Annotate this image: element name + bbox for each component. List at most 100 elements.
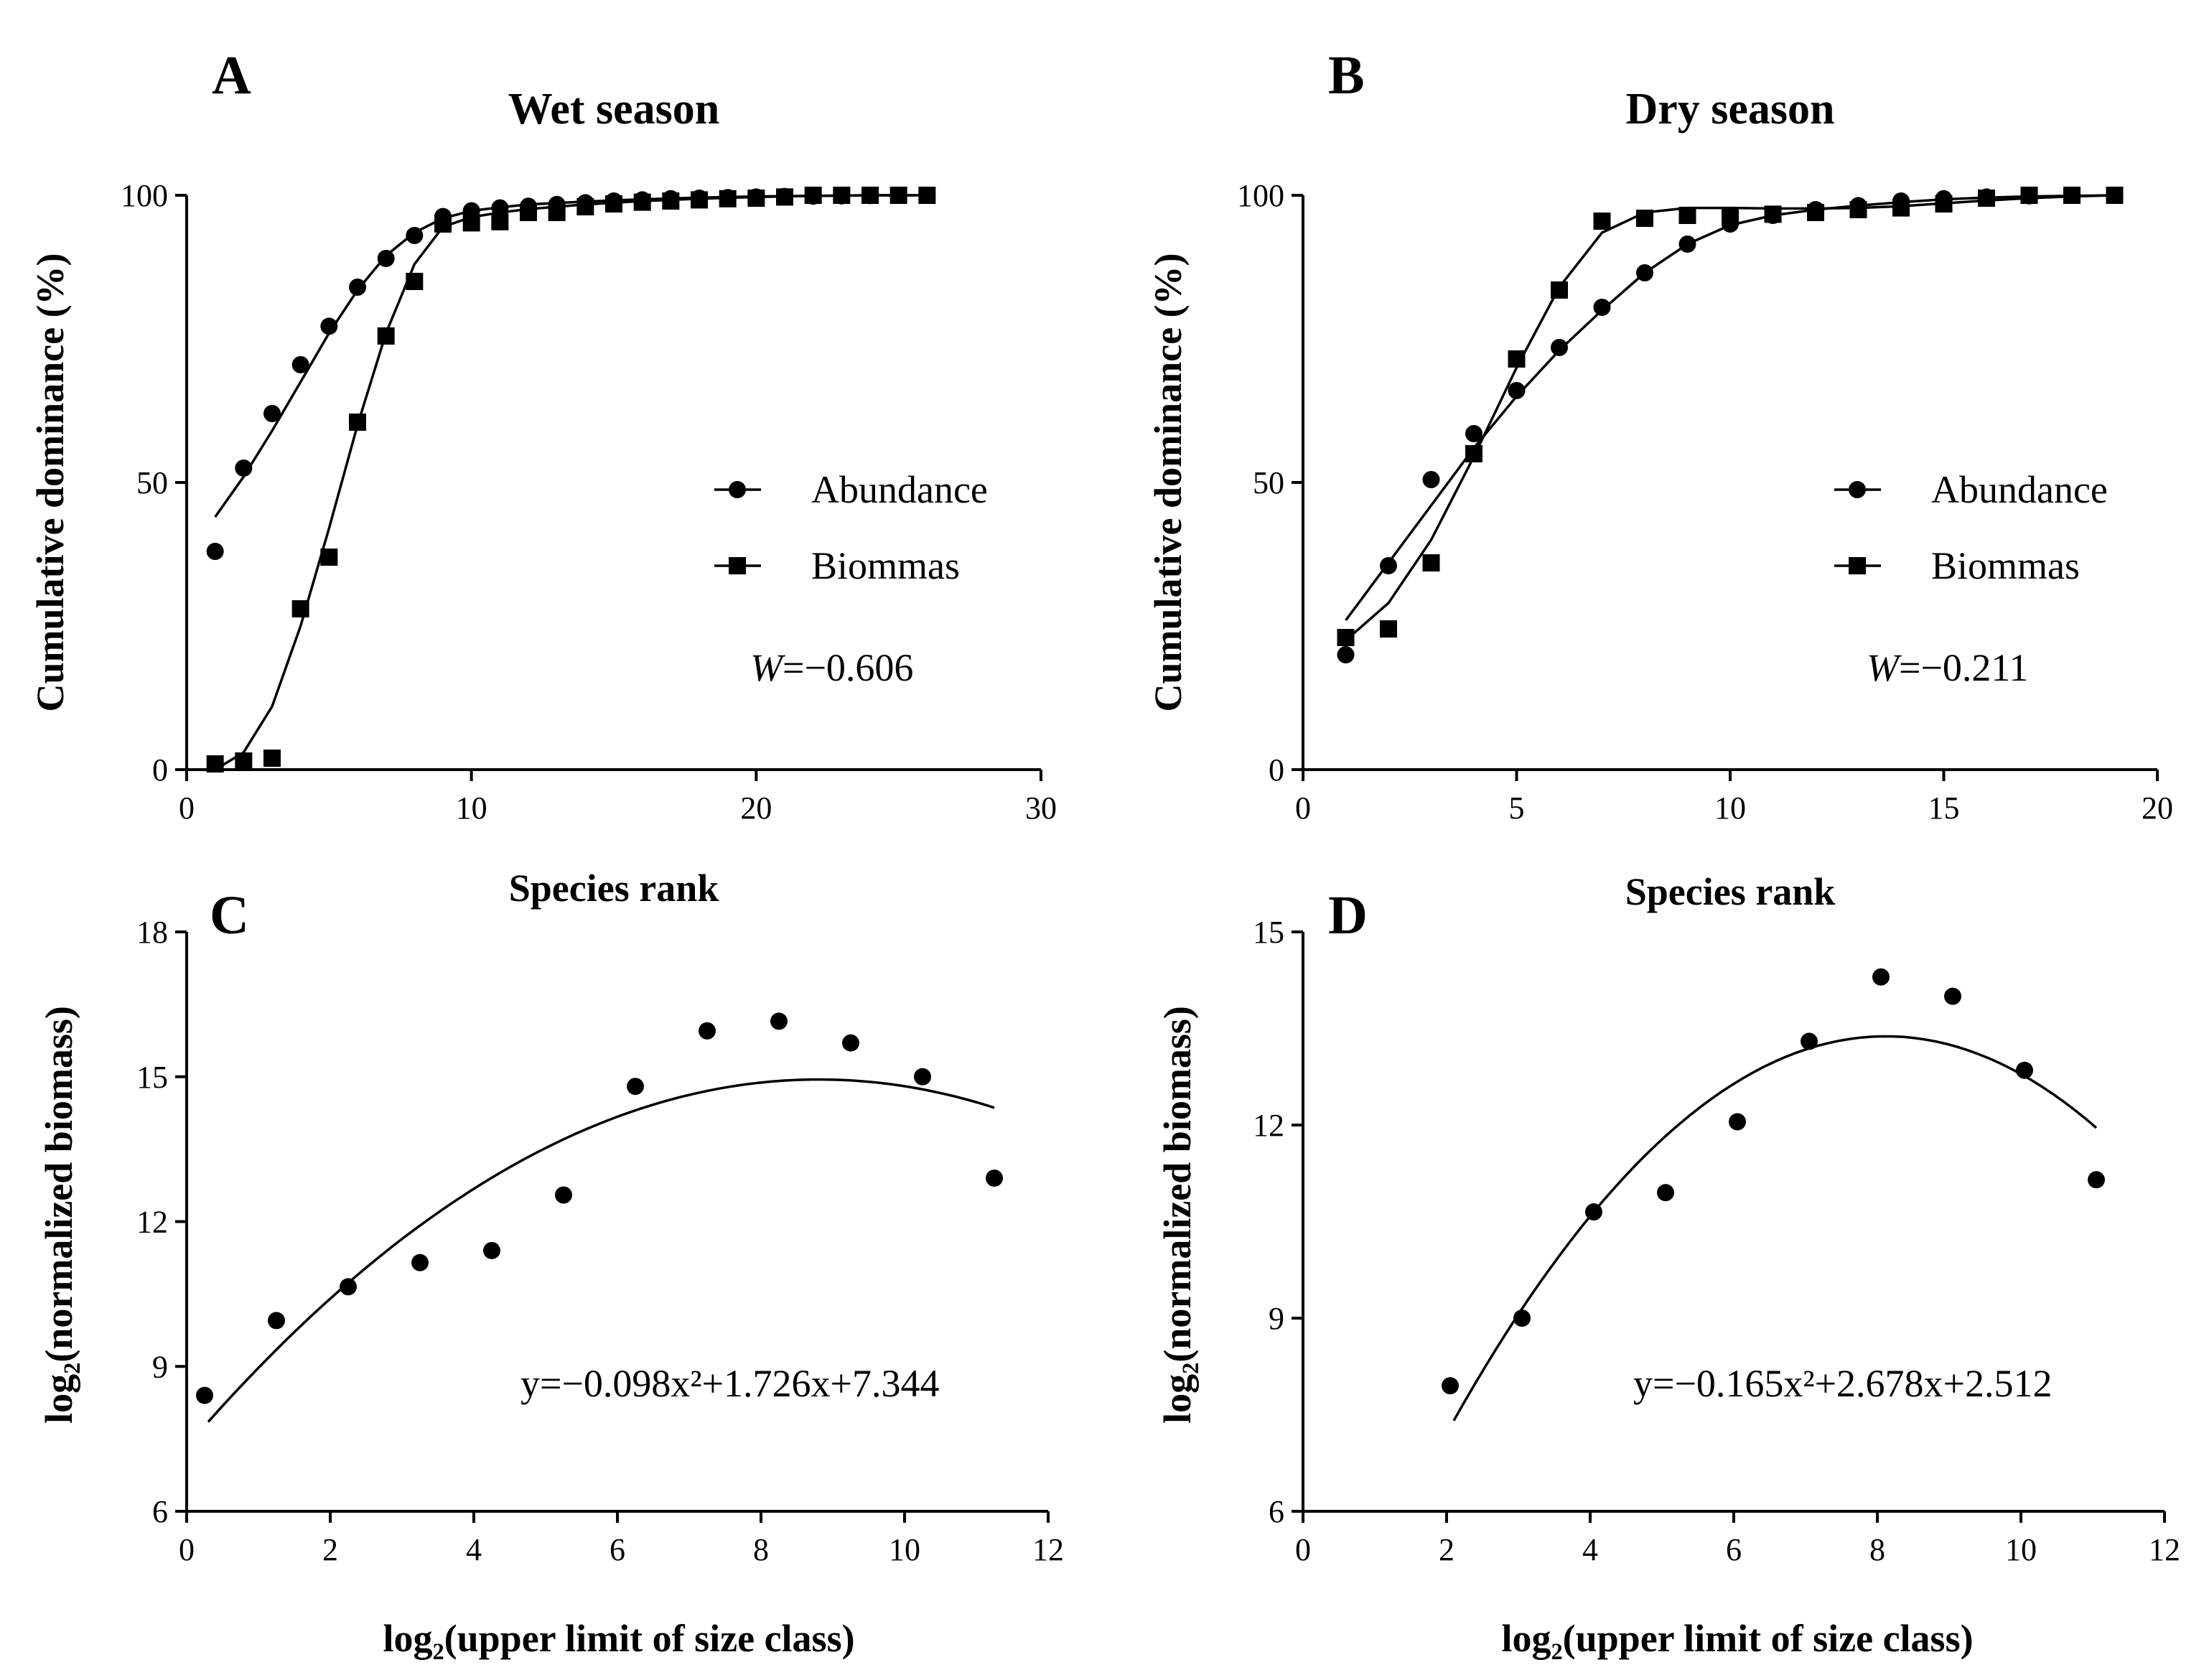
biommas-point: [1551, 281, 1568, 299]
biommas-point: [918, 187, 936, 204]
biommas-point: [861, 187, 879, 204]
size-class-point: [340, 1278, 357, 1296]
abundance-point: [1678, 235, 1696, 253]
panel-b-x-ticks: 0 5 10 15 20: [1295, 770, 2173, 826]
biommas-point: [1508, 350, 1526, 368]
x-tick-label: 6: [610, 1532, 625, 1567]
x-tick-label: 12: [2149, 1532, 2180, 1567]
abundance-point: [1593, 299, 1611, 316]
biommas-point: [206, 755, 224, 773]
size-class-point: [2088, 1171, 2105, 1189]
y-tick-label: 6: [1269, 1494, 1284, 1529]
biommas-point: [291, 600, 309, 617]
size-class-point: [555, 1186, 572, 1204]
panel-letter-c: C: [210, 885, 249, 946]
biommas-point: [1849, 201, 1867, 218]
x-tick-label: 10: [1714, 790, 1746, 826]
biommas-point: [406, 273, 424, 290]
panel-d-y-axis-label: log₂(normalized biomass): [1156, 1006, 1199, 1424]
x-tick-label: 20: [740, 790, 772, 826]
x-tick-label: 6: [1726, 1532, 1742, 1567]
panel-a-x-axis-label: Species rank: [509, 867, 719, 910]
biommas-point: [2063, 187, 2081, 204]
size-class-point: [1657, 1184, 1674, 1202]
panel-c-size-spectrum-wet: C log₂(normalized biomass) log₂(upper li…: [37, 885, 1064, 1660]
size-class-point: [770, 1012, 788, 1030]
panel-a-data-points: [206, 187, 936, 773]
biommas-point: [1465, 445, 1482, 462]
abundance-point: [1551, 339, 1568, 356]
panel-a-y-ticks: 0 50 100: [121, 178, 187, 788]
x-tick-label: 30: [1025, 790, 1057, 826]
biommas-point: [747, 190, 765, 207]
biommas-point: [691, 191, 708, 209]
y-tick-label: 18: [136, 915, 168, 950]
panel-a-wet-season: A Wet season Cumulative dominance (%) Sp…: [29, 45, 1057, 910]
x-tick-label: 4: [466, 1532, 482, 1567]
biommas-point: [320, 549, 338, 566]
panel-b-dry-season: B Dry season Cumulative dominance (%) Sp…: [1147, 45, 2173, 913]
panel-a-x-ticks: 0 10 20 30: [179, 770, 1057, 826]
size-class-point: [268, 1312, 285, 1330]
y-tick-label: 0: [152, 752, 168, 788]
legend-biommas-label: Biommas: [811, 544, 960, 587]
biommas-point: [1636, 210, 1653, 227]
size-class-point: [986, 1169, 1003, 1187]
panel-d-y-ticks: 6 9 12 15: [1253, 915, 1303, 1529]
quadratic-fit-curve: [207, 1078, 995, 1423]
y-tick-label: 9: [152, 1349, 168, 1384]
x-tick-label: 0: [1295, 1532, 1311, 1567]
biommas-point: [1807, 204, 1824, 221]
x-tick-label: 4: [1582, 1532, 1598, 1567]
y-tick-label: 100: [1237, 178, 1284, 213]
panel-b-w-statistic: W=−0.211: [1867, 646, 2028, 689]
abundance-point: [377, 250, 395, 267]
abundance-point: [1465, 425, 1482, 442]
abundance-point: [291, 356, 309, 373]
biommas-point: [491, 213, 509, 230]
size-class-point: [1872, 968, 1890, 986]
biommas-point: [1422, 554, 1440, 571]
biommas-point: [520, 204, 537, 221]
biommas-point: [434, 215, 452, 233]
panel-c-x-ticks: 0 2 4 6 8 10 12: [179, 1511, 1064, 1567]
size-class-point: [1585, 1203, 1602, 1221]
biommas-point: [2106, 187, 2124, 204]
biommas-point: [377, 327, 395, 345]
biommas-point: [662, 192, 680, 210]
legend-abundance-label: Abundance: [1931, 468, 2108, 511]
biommas-point: [1978, 190, 1995, 207]
biommas-point: [1380, 620, 1397, 638]
legend-abundance-marker: [729, 481, 746, 498]
biommas-point: [605, 195, 622, 213]
legend-abundance-label: Abundance: [811, 468, 988, 511]
panel-c-fit-curve: [207, 1078, 995, 1423]
biommas-point: [1935, 195, 1953, 213]
biommas-point: [719, 190, 737, 207]
biommas-point: [462, 214, 480, 232]
biommas-point: [576, 198, 594, 215]
y-tick-label: 12: [136, 1205, 168, 1240]
panel-a-y-axis-label: Cumulative dominance (%): [29, 253, 72, 712]
size-class-point: [842, 1034, 859, 1052]
w-value: =−0.606: [783, 646, 913, 689]
y-tick-label: 12: [1253, 1108, 1284, 1143]
panel-d-fit-curve: [1452, 1035, 2098, 1422]
x-tick-label: 12: [1032, 1532, 1064, 1567]
panel-letter-a: A: [212, 45, 251, 106]
size-class-point: [1513, 1310, 1531, 1327]
abundance-point: [1508, 382, 1526, 399]
biommas-point: [1678, 207, 1696, 224]
size-class-point: [914, 1068, 931, 1086]
abundance-point: [263, 405, 281, 422]
panel-d-equation: y=−0.165x²+2.678x+2.512: [1633, 1362, 2053, 1405]
biommas-point: [633, 193, 651, 211]
size-class-point: [627, 1078, 644, 1096]
x-tick-label: 0: [179, 1532, 195, 1567]
y-tick-label: 15: [1253, 915, 1284, 950]
x-tick-label: 2: [1439, 1532, 1454, 1567]
x-tick-label: 10: [2005, 1532, 2037, 1567]
x-tick-label: 0: [1295, 790, 1311, 826]
abundance-point: [1636, 264, 1653, 281]
biommas-point: [1722, 207, 1739, 224]
